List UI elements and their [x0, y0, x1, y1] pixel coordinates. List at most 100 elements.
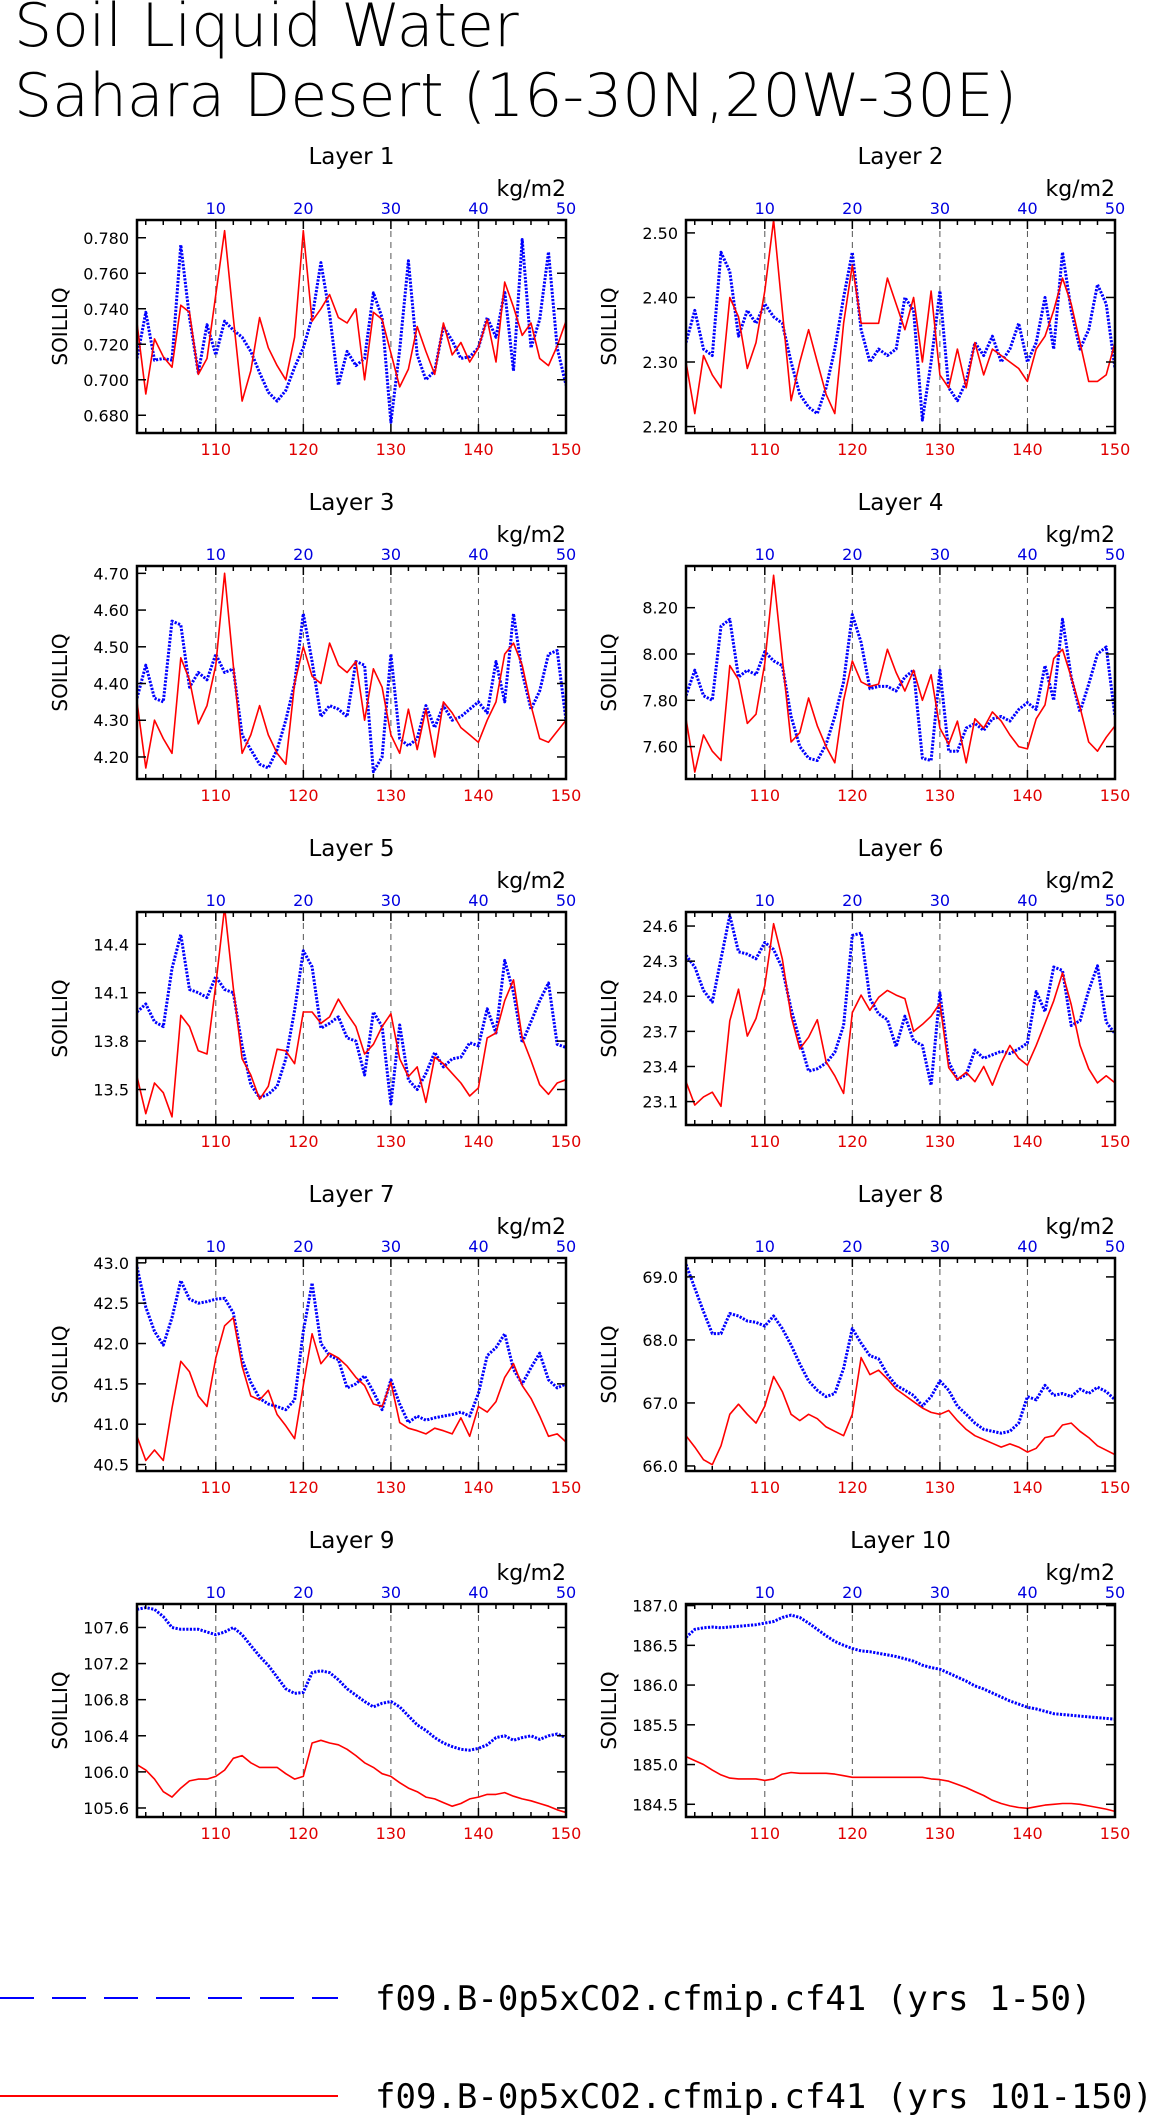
y-tick-label: 2.40: [642, 288, 678, 307]
series-line-yrs-101-150: [137, 912, 566, 1118]
chart-panel-layer-1: Layer 1 kg/m2 110 120 130 140 150 10 20 30 40 50 0.6…: [48, 144, 581, 459]
x-tick-label-top: 40: [468, 891, 488, 910]
y-tick-label: 186.5: [632, 1636, 678, 1655]
legend: f09.B-0p5xCO2.cfmip.cf41 (yrs 1-50) f09.…: [0, 1979, 1153, 2117]
unit-label: kg/m2: [496, 1215, 566, 1240]
x-tick-label-top: 10: [755, 545, 775, 564]
series-line-yrs-101-150: [137, 572, 566, 769]
y-tick-label: 184.5: [632, 1795, 678, 1814]
panel-title: Layer 9: [308, 1528, 394, 1554]
x-tick-label-bottom: 150: [1100, 1132, 1131, 1151]
y-tick-label: 0.740: [83, 300, 129, 319]
y-tick-label: 43.0: [93, 1254, 129, 1273]
panel-title: Layer 5: [308, 836, 394, 862]
x-tick-label-top: 50: [556, 545, 576, 564]
unit-label: kg/m2: [1045, 1561, 1115, 1586]
x-tick-label-top: 50: [556, 1237, 576, 1256]
y-tick-label: 24.3: [642, 952, 678, 971]
x-tick-label-top: 40: [1017, 891, 1037, 910]
x-tick-label-top: 40: [1017, 199, 1037, 218]
x-tick-label-bottom: 130: [376, 440, 407, 459]
legend-label-series-2: f09.B-0p5xCO2.cfmip.cf41 (yrs 101-150): [375, 2077, 1153, 2117]
x-tick-label-top: 50: [1105, 1237, 1125, 1256]
y-tick-label: 42.5: [93, 1294, 129, 1313]
unit-label: kg/m2: [1045, 177, 1115, 202]
x-tick-label-bottom: 140: [1012, 1824, 1043, 1843]
x-tick-label-top: 20: [842, 1583, 862, 1602]
x-tick-label-top: 20: [842, 1237, 862, 1256]
plot-frame: [135, 564, 568, 781]
x-tick-label-bottom: 130: [925, 1132, 956, 1151]
x-tick-label-top: 50: [1105, 199, 1125, 218]
x-tick-label-bottom: 150: [1100, 786, 1131, 805]
plot-frame: [684, 1256, 1117, 1473]
x-tick-label-bottom: 110: [750, 1824, 781, 1843]
y-tick-label: 4.70: [93, 564, 129, 583]
plot-frame: [135, 1602, 568, 1819]
y-tick-label: 2.30: [642, 353, 678, 372]
x-tick-label-bottom: 110: [201, 1132, 232, 1151]
y-axis-label: SOILLIQ: [597, 287, 621, 365]
x-tick-label-top: 30: [930, 199, 950, 218]
series-line-yrs-101-150: [686, 220, 1115, 415]
chart-panel-layer-9: Layer 9 kg/m2 110 120 130 140 150 10 20 30 40 50 105…: [48, 1528, 581, 1843]
y-tick-label: 23.4: [642, 1057, 678, 1076]
y-axis-label: SOILLIQ: [48, 633, 72, 711]
x-tick-label-top: 40: [468, 199, 488, 218]
y-tick-label: 40.5: [93, 1456, 129, 1475]
x-tick-label-bottom: 130: [925, 786, 956, 805]
x-tick-label-bottom: 150: [551, 440, 582, 459]
x-tick-label-bottom: 150: [551, 1132, 582, 1151]
y-tick-label: 0.760: [83, 264, 129, 283]
x-tick-label-top: 20: [293, 199, 313, 218]
x-tick-label-bottom: 130: [376, 1824, 407, 1843]
unit-label: kg/m2: [496, 869, 566, 894]
series-line-yrs-1-50: [137, 933, 566, 1106]
y-axis-label: SOILLIQ: [48, 1325, 72, 1403]
x-tick-label-top: 10: [206, 1583, 226, 1602]
x-tick-label-top: 10: [755, 891, 775, 910]
x-tick-label-top: 20: [293, 891, 313, 910]
x-tick-label-bottom: 140: [463, 1824, 494, 1843]
y-tick-label: 187.0: [632, 1597, 678, 1616]
y-tick-label: 23.1: [642, 1093, 678, 1112]
y-tick-label: 7.80: [642, 691, 678, 710]
legend-label-series-1: f09.B-0p5xCO2.cfmip.cf41 (yrs 1-50): [375, 1979, 1091, 2019]
y-tick-label: 41.0: [93, 1415, 129, 1434]
x-tick-label-bottom: 120: [837, 1132, 868, 1151]
series-line-yrs-1-50: [137, 238, 566, 424]
y-tick-label: 0.780: [83, 229, 129, 248]
chart-panel-layer-7: Layer 7 kg/m2 110 120 130 140 150 10 20 30 40 50 40.…: [48, 1182, 581, 1497]
x-tick-label-top: 50: [556, 891, 576, 910]
x-tick-label-top: 50: [556, 199, 576, 218]
y-tick-label: 0.680: [83, 406, 129, 425]
y-tick-label: 7.60: [642, 738, 678, 757]
x-tick-label-bottom: 110: [201, 1478, 232, 1497]
series-line-yrs-101-150: [137, 229, 566, 402]
y-tick-label: 68.0: [642, 1331, 678, 1350]
series-line-yrs-101-150: [137, 1316, 566, 1462]
series-line-yrs-1-50: [686, 1263, 1115, 1435]
x-tick-label-bottom: 150: [551, 1478, 582, 1497]
x-tick-label-top: 30: [930, 891, 950, 910]
unit-label: kg/m2: [496, 523, 566, 548]
unit-label: kg/m2: [1045, 1215, 1115, 1240]
x-tick-label-top: 30: [930, 545, 950, 564]
y-tick-label: 14.1: [93, 984, 129, 1003]
y-tick-label: 4.20: [93, 748, 129, 767]
plot-frame: [684, 218, 1117, 435]
y-axis-label: SOILLIQ: [597, 1671, 621, 1749]
x-tick-label-bottom: 110: [750, 1478, 781, 1497]
y-tick-label: 185.5: [632, 1716, 678, 1735]
x-tick-label-bottom: 120: [837, 786, 868, 805]
y-tick-label: 24.0: [642, 987, 678, 1006]
series-line-yrs-1-50: [686, 613, 1115, 762]
x-tick-label-top: 20: [293, 1237, 313, 1256]
x-tick-label-bottom: 140: [463, 786, 494, 805]
x-tick-label-top: 10: [206, 199, 226, 218]
x-tick-label-top: 50: [556, 1583, 576, 1602]
series-line-yrs-101-150: [686, 574, 1115, 773]
panel-title: Layer 6: [857, 836, 943, 862]
panel-title: Layer 3: [308, 490, 394, 516]
